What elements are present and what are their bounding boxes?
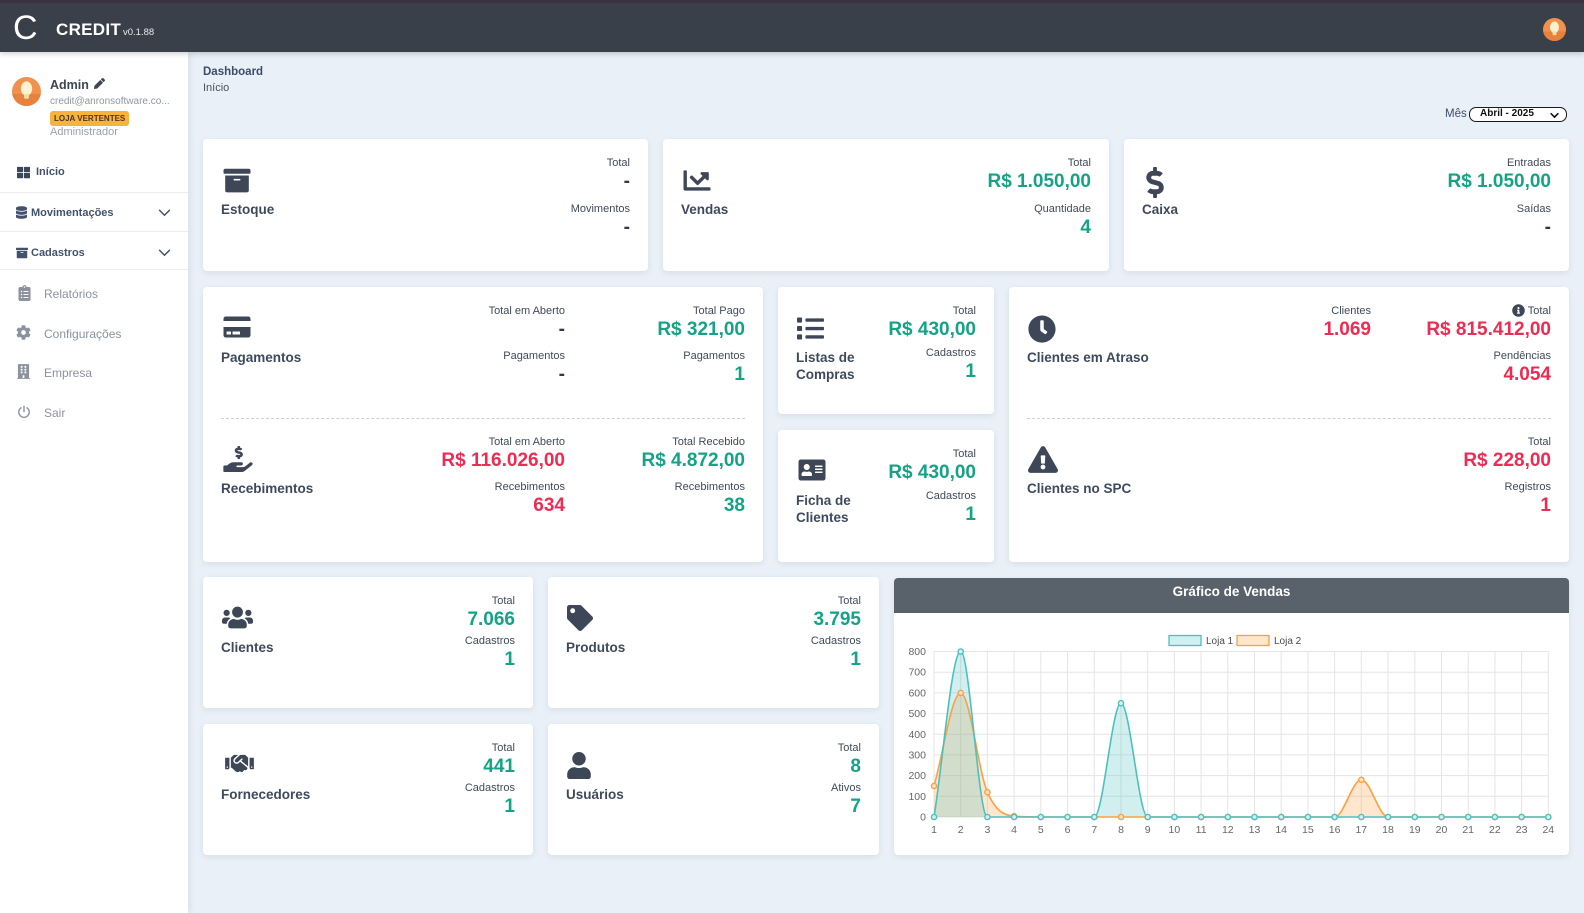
- svg-text:500: 500: [908, 708, 926, 720]
- svg-text:8: 8: [1118, 824, 1124, 836]
- svg-text:15: 15: [1302, 824, 1314, 836]
- svg-text:9: 9: [1145, 824, 1151, 836]
- svg-text:21: 21: [1462, 824, 1474, 836]
- svg-text:700: 700: [908, 667, 926, 679]
- svg-text:0: 0: [920, 812, 926, 824]
- svg-text:24: 24: [1542, 824, 1554, 836]
- svg-text:14: 14: [1275, 824, 1287, 836]
- svg-text:400: 400: [908, 729, 926, 741]
- svg-text:6: 6: [1065, 824, 1071, 836]
- svg-text:Loja 2: Loja 2: [1274, 636, 1302, 647]
- svg-text:Loja 1: Loja 1: [1206, 636, 1234, 647]
- svg-text:20: 20: [1436, 824, 1448, 836]
- svg-text:10: 10: [1169, 824, 1181, 836]
- svg-text:7: 7: [1091, 824, 1097, 836]
- svg-text:17: 17: [1355, 824, 1367, 836]
- svg-text:4: 4: [1011, 824, 1017, 836]
- svg-text:5: 5: [1038, 824, 1044, 836]
- svg-text:11: 11: [1196, 824, 1207, 836]
- svg-text:23: 23: [1516, 824, 1528, 836]
- svg-text:19: 19: [1409, 824, 1421, 836]
- svg-text:800: 800: [908, 646, 926, 658]
- svg-text:3: 3: [984, 824, 990, 836]
- svg-text:100: 100: [908, 791, 926, 803]
- svg-text:2: 2: [958, 824, 964, 836]
- svg-text:22: 22: [1489, 824, 1501, 836]
- svg-text:200: 200: [908, 770, 926, 782]
- svg-text:600: 600: [908, 687, 926, 699]
- svg-text:18: 18: [1382, 824, 1394, 836]
- svg-text:12: 12: [1222, 824, 1234, 836]
- svg-text:1: 1: [931, 824, 937, 836]
- svg-text:16: 16: [1329, 824, 1341, 836]
- svg-text:13: 13: [1249, 824, 1261, 836]
- svg-text:300: 300: [908, 749, 926, 761]
